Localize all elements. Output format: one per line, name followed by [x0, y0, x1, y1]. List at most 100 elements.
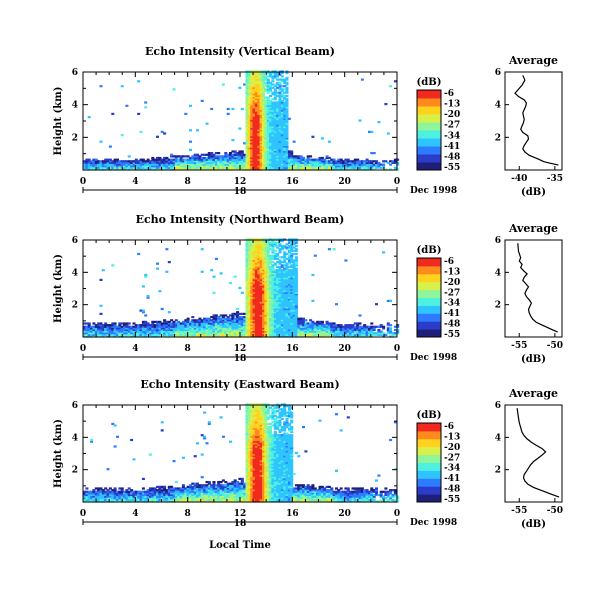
heatmap-cell: [257, 324, 261, 327]
heatmap-cell: [297, 155, 301, 158]
heatmap-cell: [368, 333, 371, 336]
heatmap-cell: [278, 153, 282, 156]
heatmap-cell: [141, 330, 145, 333]
heatmap-cell: [266, 72, 270, 75]
heatmap-cell: [196, 320, 199, 323]
heatmap-cell: [264, 106, 268, 109]
heatmap-cell: [290, 272, 294, 275]
heatmap-cell: [285, 273, 289, 277]
heatmap-cell: [151, 490, 155, 493]
heatmap-cell: [377, 333, 381, 336]
heatmap-cell: [294, 264, 298, 267]
heatmap-cell: [179, 490, 183, 493]
heatmap-cell: [363, 328, 367, 332]
heatmap-cell: [257, 156, 261, 160]
heatmap-cell: [177, 165, 181, 168]
heatmap-cell: [247, 78, 251, 81]
heatmap-cell: [330, 330, 334, 333]
heatmap-cell: [278, 114, 282, 117]
heatmap-cell: [144, 328, 148, 332]
heatmap-cell: [299, 160, 303, 163]
heatmap-cell: [245, 273, 249, 277]
heatmap-cell: [106, 495, 110, 498]
heatmap-cell: [323, 325, 327, 328]
heatmap-cell: [290, 275, 294, 278]
heatmap-cell: [90, 163, 94, 166]
heatmap-cell: [285, 280, 289, 283]
heatmap-cell: [172, 325, 176, 328]
heatmap-cell: [262, 127, 265, 130]
heatmap-cell: [196, 490, 199, 493]
heatmap-cell: [179, 165, 183, 168]
heatmap-cell: [283, 317, 287, 320]
x-tick-label: 0: [80, 344, 86, 354]
heatmap-cell: [259, 328, 263, 332]
heatmap-cell: [283, 290, 287, 293]
heatmap-cell: [254, 275, 258, 278]
heatmap-cell: [181, 492, 185, 495]
heatmap-cell: [174, 333, 178, 336]
heatmap-cell: [360, 160, 364, 163]
heatmap-cell: [85, 158, 89, 161]
heatmap-cell: [247, 129, 251, 132]
heatmap-cell: [351, 332, 355, 335]
heatmap-cell: [285, 267, 289, 270]
heatmap-cell: [304, 327, 308, 330]
heatmap-cell: [283, 304, 287, 307]
heatmap-cell: [377, 161, 381, 164]
heatmap-cell: [118, 160, 122, 163]
heatmap-cell: [207, 160, 211, 163]
heatmap-cell: [92, 490, 96, 493]
heatmap-cell: [294, 306, 298, 309]
colorbar-swatch: [417, 305, 441, 314]
heatmap-cell: [325, 328, 329, 332]
heatmap-cell: [127, 163, 131, 166]
heatmap-cell: [250, 285, 254, 288]
heatmap-cell: [181, 158, 185, 161]
heatmap-cell: [125, 492, 129, 495]
heatmap-cell: [250, 163, 254, 166]
heatmap-cell: [203, 322, 207, 325]
heatmap-cell: [132, 165, 136, 168]
heatmap-cell: [247, 117, 251, 120]
heatmap-cell: [262, 248, 265, 251]
heatmap-cell: [269, 83, 272, 86]
heatmap-cell: [273, 264, 277, 267]
heatmap-cells: [83, 70, 400, 171]
heatmap-cell: [264, 114, 268, 117]
heatmap-cell: [294, 158, 298, 161]
heatmap-cell: [337, 328, 341, 332]
heatmap-cell: [311, 135, 315, 138]
heatmap-cell: [151, 324, 155, 327]
heatmap-cell: [139, 495, 143, 498]
heatmap-cell: [337, 332, 341, 335]
heatmap-cell: [294, 309, 298, 312]
heatmap-cell: [257, 107, 261, 111]
heatmap-cell: [257, 160, 261, 163]
heatmap-cell: [146, 296, 150, 299]
heatmap-cell: [269, 155, 272, 158]
heatmap-cell: [266, 254, 270, 257]
heatmap-cell: [262, 129, 265, 132]
heatmap-cell: [292, 277, 296, 280]
heatmap-cell: [134, 333, 138, 336]
heatmap-cell: [278, 240, 282, 243]
heatmap-cell: [252, 148, 256, 151]
x-tick-label: 4: [132, 177, 138, 187]
heatmap-cell: [247, 116, 251, 119]
heatmap-cell: [264, 275, 268, 278]
heatmap-cell: [254, 109, 258, 112]
heatmap-cell: [245, 311, 249, 314]
heatmap-cell: [297, 332, 301, 335]
heatmap-cell: [160, 160, 164, 163]
heatmap-cell: [285, 130, 289, 133]
heatmap-cell: [252, 249, 256, 252]
heatmap-cell: [210, 322, 214, 325]
heatmap-cell: [269, 286, 272, 290]
heatmap-cell: [278, 293, 282, 296]
heatmap-cell: [316, 160, 320, 163]
heatmap-cell: [224, 156, 228, 160]
heatmap-cell: [283, 111, 287, 114]
heatmap-cell: [189, 493, 192, 497]
